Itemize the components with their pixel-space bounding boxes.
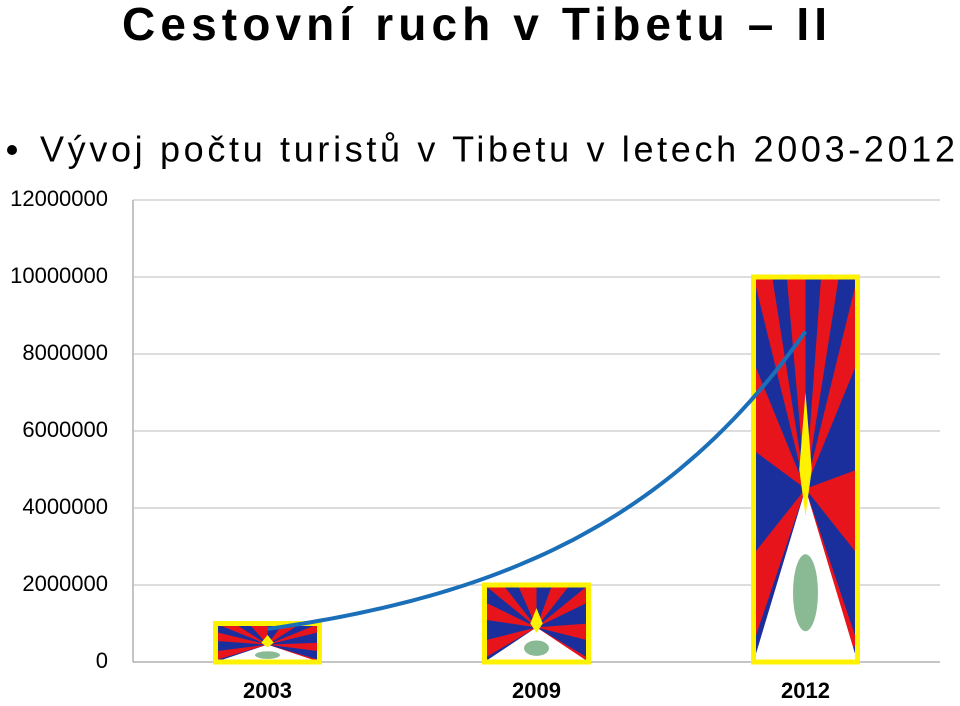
y-tick-label: 10000000 (10, 263, 108, 288)
bar (751, 274, 860, 665)
x-tick-label: 2009 (512, 678, 561, 703)
subtitle: Vývoj počtu turistů v Tibetu v letech 20… (40, 129, 955, 170)
bullet (7, 145, 17, 155)
title: Cestovní ruch v Tibetu – II (122, 0, 827, 50)
y-tick-label: 4000000 (22, 494, 108, 519)
y-tick-label: 2000000 (22, 571, 108, 596)
y-tick-label: 12000000 (10, 186, 108, 211)
y-tick-label: 8000000 (22, 340, 108, 365)
y-tick-label: 0 (96, 648, 108, 673)
x-tick-label: 2003 (243, 678, 292, 703)
bar (482, 582, 591, 665)
bar (213, 621, 322, 665)
trendline (267, 330, 808, 631)
x-tick-label: 2012 (781, 678, 830, 703)
y-tick-label: 6000000 (22, 417, 108, 442)
